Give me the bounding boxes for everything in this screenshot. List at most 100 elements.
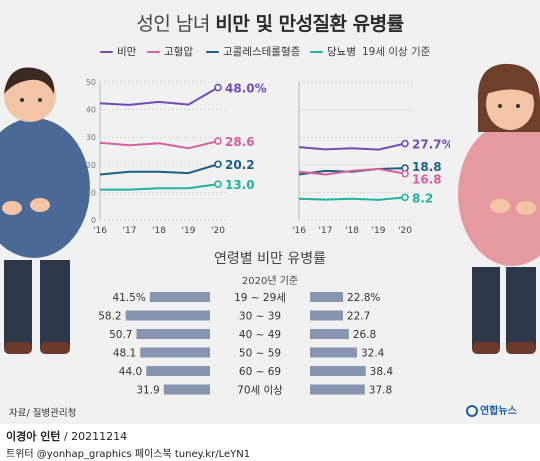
- age-chart-note: 2020년 기준: [241, 276, 299, 287]
- yonhap-logo: 연합뉴스: [466, 402, 517, 417]
- x-tick-label: '16: [93, 226, 107, 236]
- bar-left-value-label: 50.7: [109, 329, 132, 341]
- woman-illustration: [458, 63, 540, 354]
- y-tick-label: 0: [91, 216, 96, 225]
- bar-left: [146, 366, 210, 376]
- series-end-point: [401, 169, 409, 178]
- x-tick-label: '18: [152, 226, 166, 236]
- age-category-label: 50 ~ 59: [239, 348, 281, 360]
- byline-name: 이경아 인턴: [6, 430, 61, 443]
- series-end-label: 28.6: [225, 135, 255, 149]
- woman-body: [458, 122, 540, 266]
- legend-item-cholesterol: 고콜레스테롤혈증: [206, 44, 300, 59]
- age-category-label: 40 ~ 49: [239, 329, 281, 341]
- bar-right: [310, 384, 365, 395]
- byline: 이경아 인턴 / 20211214: [6, 428, 127, 444]
- legend-label: 고콜레스테롤혈증: [223, 46, 301, 58]
- series-end-label: 16.8: [412, 173, 442, 187]
- man-body: [0, 118, 90, 258]
- y-tick-label: 50: [86, 78, 96, 87]
- series-end-label: 13.0: [225, 178, 255, 192]
- source-note: 자료/ 질병관리청: [9, 408, 77, 419]
- legend-label: 비만: [117, 46, 137, 58]
- series-line: [99, 86, 219, 106]
- infographic-panel: [0, 0, 540, 424]
- y-tick-label: 30: [86, 133, 96, 142]
- series-end-label: 18.8: [412, 160, 442, 174]
- byline-date: / 20211214: [60, 430, 128, 443]
- age-bar-chart: 41.5% 22.8% 19 ~ 29세 58.2 22.7 30 ~ 39 50.7 26.…: [98, 292, 394, 397]
- bar-left: [125, 310, 210, 321]
- x-tick-label: '17: [319, 226, 333, 236]
- bar-right-value-label: 22.8%: [347, 292, 380, 304]
- logo-text: 연합뉴스: [480, 406, 517, 417]
- series-end-label: 20.2: [225, 158, 255, 172]
- series-line: [99, 163, 219, 176]
- bar-right: [310, 329, 349, 339]
- x-tick-label: '20: [398, 226, 412, 236]
- legend-item-diabetes: 당뇨병: [310, 44, 356, 59]
- legend-label: 당뇨병: [327, 46, 356, 58]
- legend-label: 고혈압: [164, 46, 193, 58]
- bar-right-value-label: 38.4: [370, 366, 394, 378]
- bar-left-value-label: 48.1: [113, 348, 136, 360]
- bar-right: [310, 347, 357, 358]
- x-tick-label: '20: [211, 226, 225, 236]
- series-end-point: [401, 193, 409, 202]
- line-chart-women: '16 '17 '18 '19 '20 27.7% 18.816.8 8.2: [292, 81, 450, 236]
- legend-swatch-obesity: [100, 50, 113, 54]
- legend-note: 19세 이상 기준: [362, 46, 431, 58]
- series-line: [100, 183, 219, 191]
- x-tick-label: '19: [372, 226, 386, 236]
- legend-item-obesity: 비만: [100, 44, 136, 59]
- series-end-label: 8.2: [412, 191, 433, 205]
- social-links: 트위터 @yonhap_graphics 페이스북 tuney.kr/LeYN1: [6, 449, 251, 460]
- x-tick-label: '16: [292, 226, 306, 236]
- y-tick-label: 20: [86, 161, 96, 170]
- age-chart-title: 연령별 비만 유병률: [214, 251, 326, 267]
- woman-leg-right: [506, 267, 536, 349]
- legend-swatch-hypertension: [147, 50, 160, 54]
- bar-left-value-label: 58.2: [98, 311, 121, 323]
- page-title: 성인 남녀 비만 및 만성질환 유병률: [0, 9, 540, 36]
- y-tick-label: 40: [86, 106, 96, 115]
- series-end-point: [214, 137, 222, 145]
- bar-right: [310, 366, 366, 376]
- bar-left: [136, 329, 210, 339]
- man-leg-left: [4, 260, 32, 348]
- line-chart-men: 0 10 20 30 40 50 '16 '17 '18 '19 '20 48.0% 28.6 20.2 1…: [86, 78, 267, 236]
- woman-leg-left: [472, 267, 500, 349]
- series-line: [298, 196, 406, 201]
- bar-right-value-label: 37.8: [369, 385, 392, 397]
- series-end-label: 27.7%: [412, 138, 450, 152]
- woman-head: [486, 78, 534, 130]
- title-bold: 비만 및 만성질환 유병률: [215, 13, 404, 35]
- man-leg-right: [40, 260, 70, 348]
- logo-mark-icon: [466, 405, 478, 417]
- man-illustration: [0, 67, 90, 354]
- bar-right-value-label: 22.7: [347, 311, 370, 323]
- age-category-label: 70세 이상: [237, 385, 283, 397]
- bar-left: [149, 292, 210, 302]
- bar-left-value-label: 41.5%: [112, 292, 145, 304]
- series-end-point: [214, 160, 222, 169]
- bar-left-value-label: 44.0: [119, 366, 142, 378]
- bar-left: [163, 384, 210, 395]
- bar-right: [310, 292, 344, 302]
- age-category-label: 30 ~ 39: [239, 311, 281, 323]
- x-tick-label: '18: [345, 226, 359, 236]
- x-tick-label: '17: [123, 226, 137, 236]
- bar-left-value-label: 31.9: [136, 385, 159, 397]
- y-tick-label: 10: [86, 188, 96, 197]
- x-tick-label: '19: [182, 226, 196, 236]
- legend-item-hypertension: 고혈압: [147, 44, 193, 59]
- bar-right-value-label: 32.4: [361, 348, 385, 360]
- series-end-point: [214, 83, 222, 92]
- title-light: 성인 남녀: [136, 13, 216, 35]
- bar-right: [310, 310, 343, 321]
- series-end-point: [214, 180, 222, 188]
- bar-right-value-label: 26.8: [353, 329, 376, 341]
- series-line: [298, 142, 406, 151]
- series-end-point: [401, 139, 409, 148]
